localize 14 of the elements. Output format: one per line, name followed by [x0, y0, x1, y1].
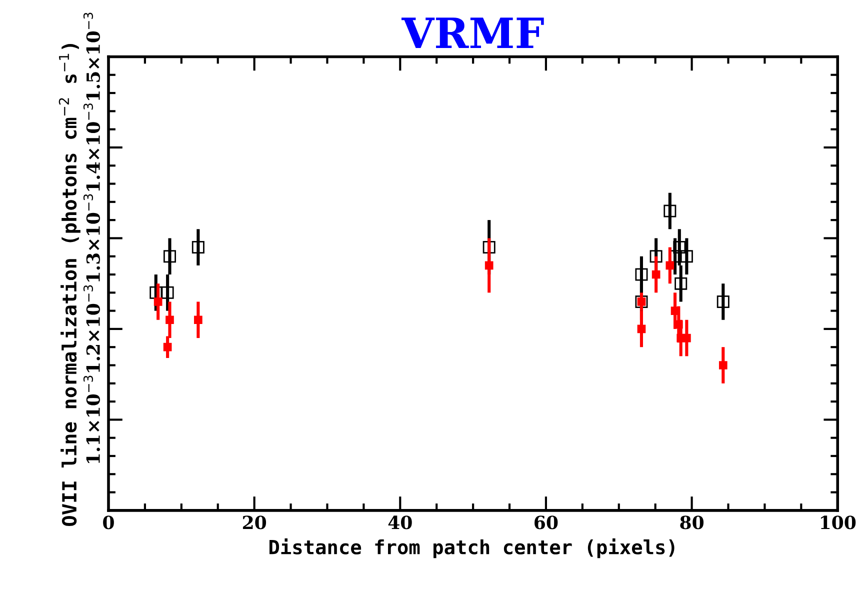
x-tick-label: 80 — [680, 516, 704, 530]
y-axis-title: OVII line normalization (photons cm$^{−2}$ s$^{−1}$) — [58, 44, 80, 526]
y-tick-label: 1.5×10$^{−3}$ — [83, 12, 100, 100]
y-tick-label: 1.2×10$^{−3}$ — [83, 285, 100, 372]
x-axis-title: Distance from patch center (pixels) — [270, 538, 674, 558]
x-tick-label: 0 — [103, 516, 114, 530]
y-tick-label: 1.3×10$^{−3}$ — [83, 194, 100, 282]
x-tick-label: 100 — [820, 516, 856, 530]
x-tick-label: 40 — [388, 516, 412, 530]
x-tick-label: 60 — [534, 516, 558, 530]
x-tick-label: 20 — [242, 516, 266, 530]
y-tick-label: 1.4×10$^{−3}$ — [83, 104, 100, 191]
y-tick-label: 1.1×10$^{−3}$ — [83, 376, 100, 463]
chart-title: VRMF — [401, 18, 544, 48]
